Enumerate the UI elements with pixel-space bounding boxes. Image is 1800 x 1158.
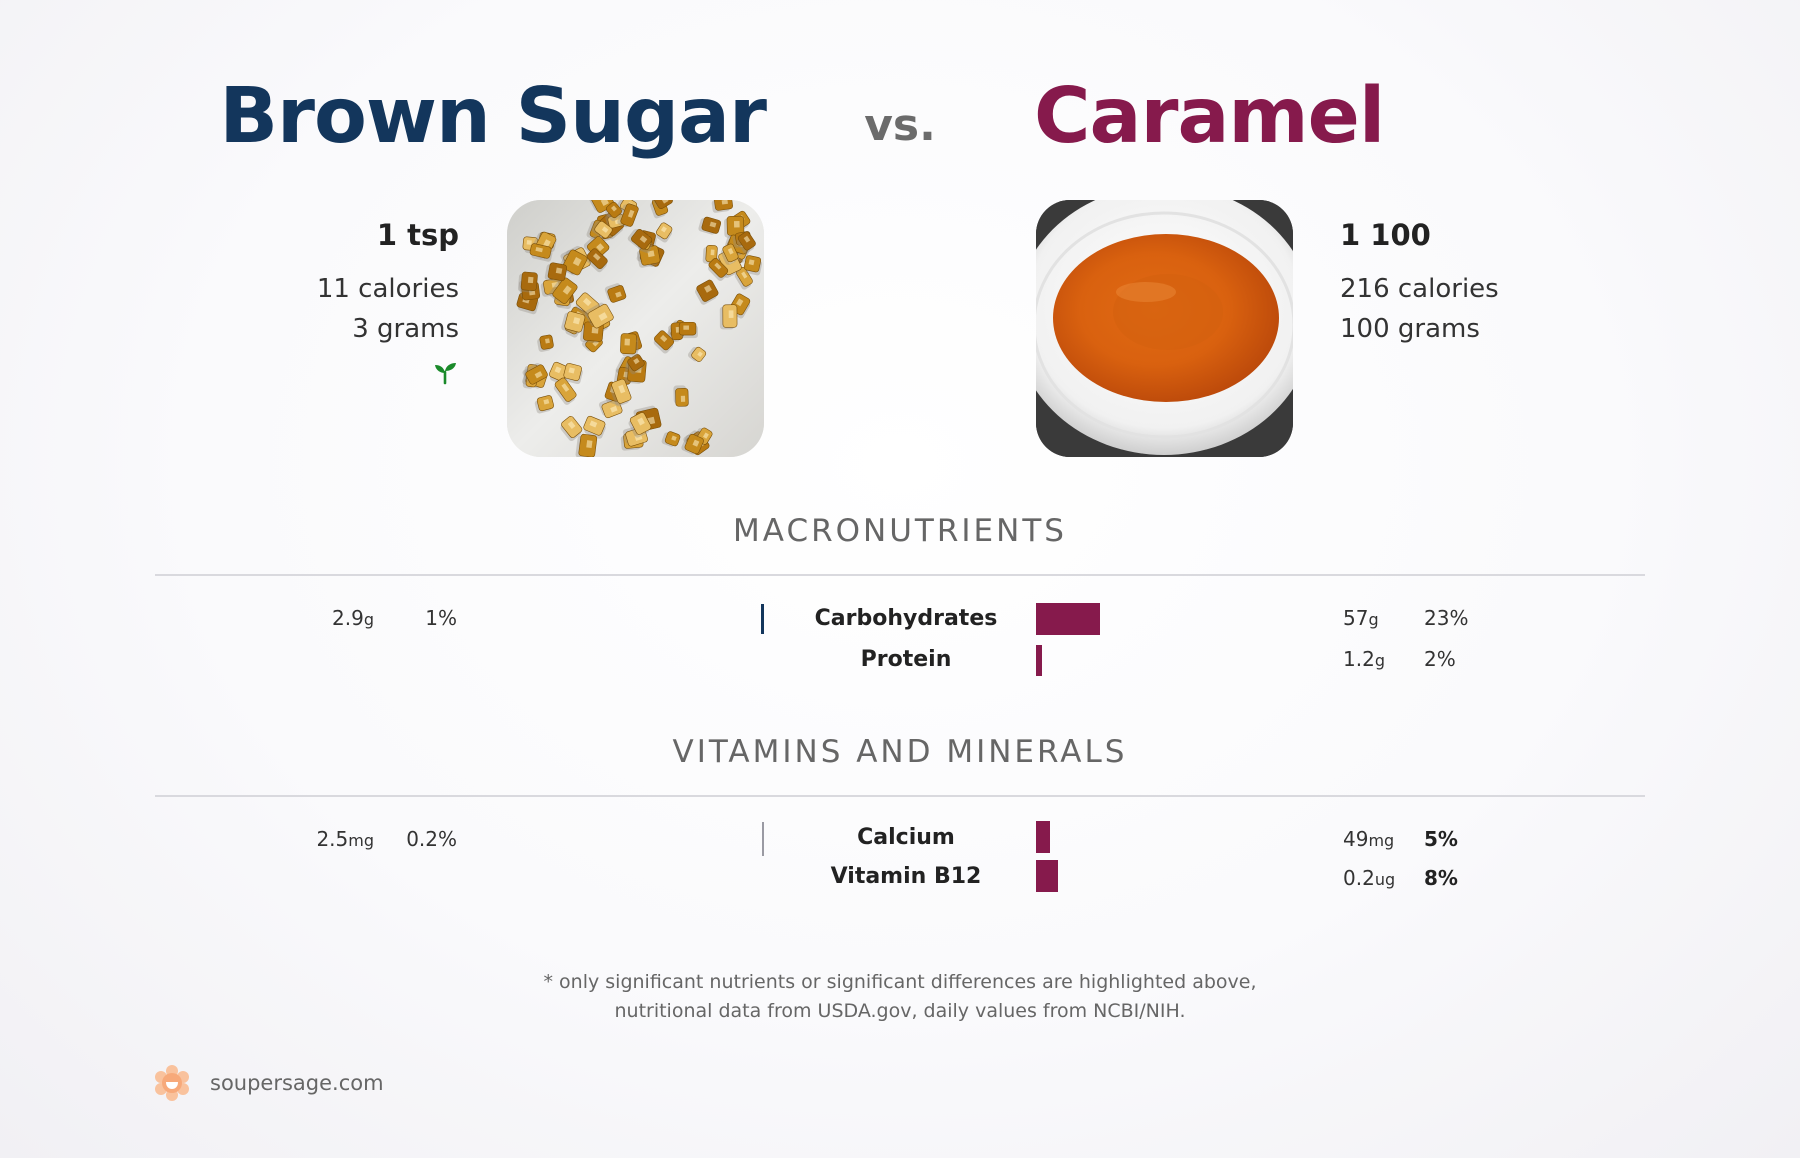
footnote: * only significant nutrients or signific… <box>0 968 1800 1026</box>
vitamin-b12-right-percent: 8% <box>1424 866 1458 890</box>
soupersage-logo-icon <box>154 1065 190 1101</box>
brown-sugar-photo <box>507 200 764 457</box>
calcium-label: Calcium <box>857 825 955 850</box>
carbohydrates-left-percent: 1% <box>425 606 457 630</box>
carbohydrates-right-percent: 23% <box>1424 606 1469 630</box>
right-grams: 100 grams <box>1340 314 1480 344</box>
calcium-right-bar <box>1036 821 1050 853</box>
vitamin-b12-right-value: 0.2ug <box>1343 866 1396 890</box>
footnote-line-1: * only significant nutrients or signific… <box>543 971 1257 993</box>
caramel-photo <box>1036 200 1293 457</box>
protein-right-bar <box>1036 645 1042 676</box>
carbohydrates-left-bar <box>761 604 764 634</box>
protein-label: Protein <box>860 647 952 672</box>
calcium-left-percent: 0.2% <box>406 827 457 851</box>
vitamin-b12-right-bar <box>1036 860 1059 892</box>
protein-right-percent: 2% <box>1424 647 1456 671</box>
vs-label: vs. <box>864 100 936 151</box>
carbohydrates-right-value: 57g <box>1343 606 1379 630</box>
footnote-line-2: nutritional data from USDA.gov, daily va… <box>614 1000 1186 1022</box>
protein-right-value: 1.2g <box>1343 647 1385 671</box>
right-calories: 216 calories <box>1340 274 1499 304</box>
left-grams: 3 grams <box>352 314 459 344</box>
sprout-icon <box>432 359 458 385</box>
calcium-right-value: 49mg <box>1343 827 1395 851</box>
carbohydrates-left-value: 2.9g <box>332 606 374 630</box>
carbohydrates-right-bar <box>1036 603 1101 635</box>
right-portion: 1 100 <box>1340 218 1431 252</box>
calcium-left-value: 2.5mg <box>316 827 374 851</box>
vitamins-divider <box>155 795 1645 797</box>
left-calories: 11 calories <box>316 274 459 304</box>
vitamins-heading: VITAMINS AND MINERALS <box>672 734 1128 770</box>
vitamin-b12-label: Vitamin B12 <box>830 864 982 889</box>
calcium-right-percent: 5% <box>1424 827 1458 851</box>
macronutrients-divider <box>155 574 1645 576</box>
left-portion: 1 tsp <box>376 218 459 252</box>
right-food-title: Caramel <box>1034 72 1385 161</box>
calcium-left-bar <box>762 822 764 856</box>
left-food-title: Brown Sugar <box>219 72 767 161</box>
macronutrients-heading: MACRONUTRIENTS <box>733 513 1067 549</box>
carbohydrates-label: Carbohydrates <box>814 606 998 631</box>
brand-name: soupersage.com <box>210 1071 384 1095</box>
